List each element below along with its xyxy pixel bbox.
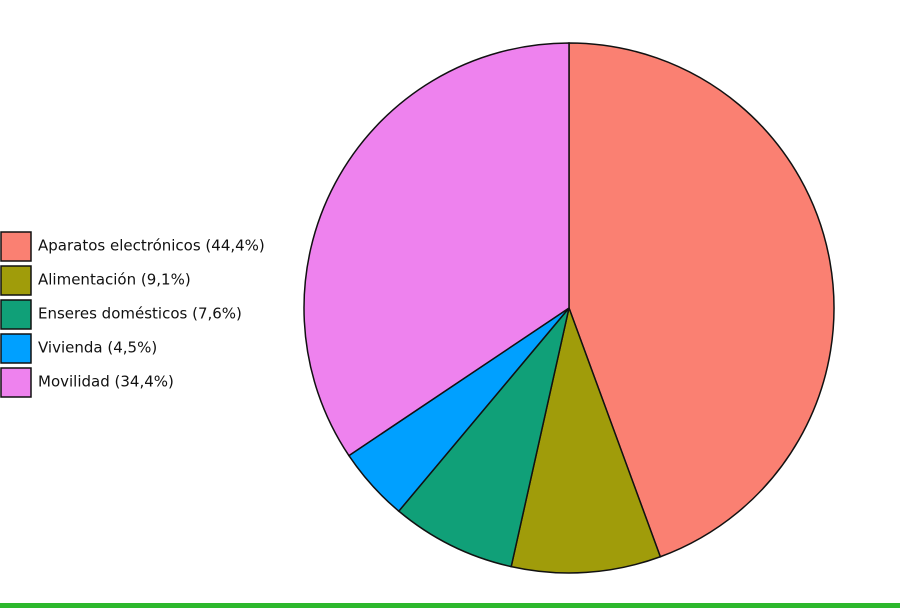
legend-label: Aparatos electrónicos (44,4%)	[38, 237, 265, 255]
legend-label: Alimentación (9,1%)	[38, 271, 191, 289]
pie-slice	[568, 42, 835, 558]
legend-label: Movilidad (34,4%)	[38, 373, 174, 391]
legend-swatch	[0, 265, 32, 296]
pie-slice	[397, 307, 570, 568]
pie-slice	[510, 305, 662, 574]
legend-label: Vivienda (4,5%)	[38, 339, 157, 357]
legend-swatch	[0, 299, 32, 330]
legend-label: Enseres domésticos (7,6%)	[38, 305, 242, 323]
bottom-bar	[0, 603, 900, 608]
pie-slice	[303, 42, 570, 457]
legend-swatch	[0, 231, 32, 262]
legend-swatch	[0, 367, 32, 398]
legend-swatch	[0, 333, 32, 364]
